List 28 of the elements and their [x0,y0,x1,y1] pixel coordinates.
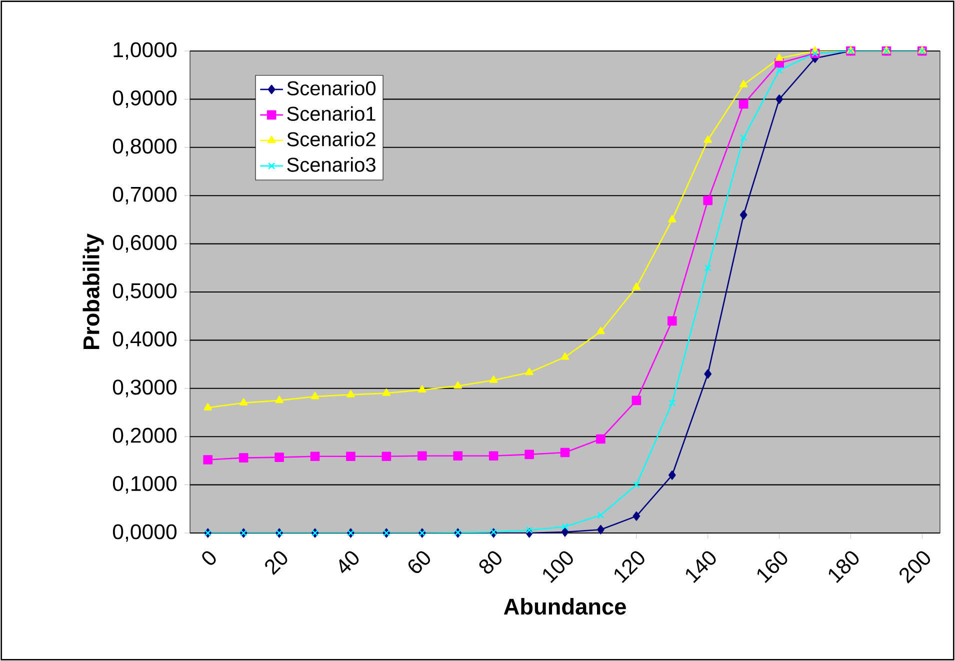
x-tick-label: 80 [479,551,502,574]
x-tick-label: 40 [339,551,359,574]
y-tick-label: 0,0000 [112,524,177,542]
x-tick-label: 180 [828,551,859,584]
y-tick-label: 0,1000 [112,476,177,494]
y-tick-label: 0,8000 [112,138,177,156]
x-tick-label: 140 [686,551,716,584]
x-tick-label: 60 [408,551,430,574]
x-tick-label: 160 [757,551,788,584]
y-tick-label: 0,9000 [112,90,177,108]
legend-label: Scenario1 [287,106,376,121]
y-tick-label: 1,0000 [114,42,177,60]
y-tick-label: 0,4000 [112,331,177,349]
x-tick-label: 20 [265,551,288,576]
y-tick-label: 0,6000 [112,234,177,253]
y-axis-title: Probability [82,234,104,350]
y-tick-label: 0,3000 [112,380,177,398]
y-tick-label: 0,5000 [112,283,177,301]
x-tick-label: 0 [202,551,216,565]
legend-label: Scenario2 [287,132,376,146]
legend-label: Scenario0 [287,80,376,96]
y-tick-label: 0,7000 [112,186,177,204]
x-axis-title: Abundance [504,598,626,615]
legend-label: Scenario3 [287,157,376,172]
x-tick-label: 120 [614,551,644,584]
y-tick-label: 0,2000 [112,428,177,446]
x-tick-label: 100 [543,551,573,584]
x-tick-label: 200 [900,551,930,584]
